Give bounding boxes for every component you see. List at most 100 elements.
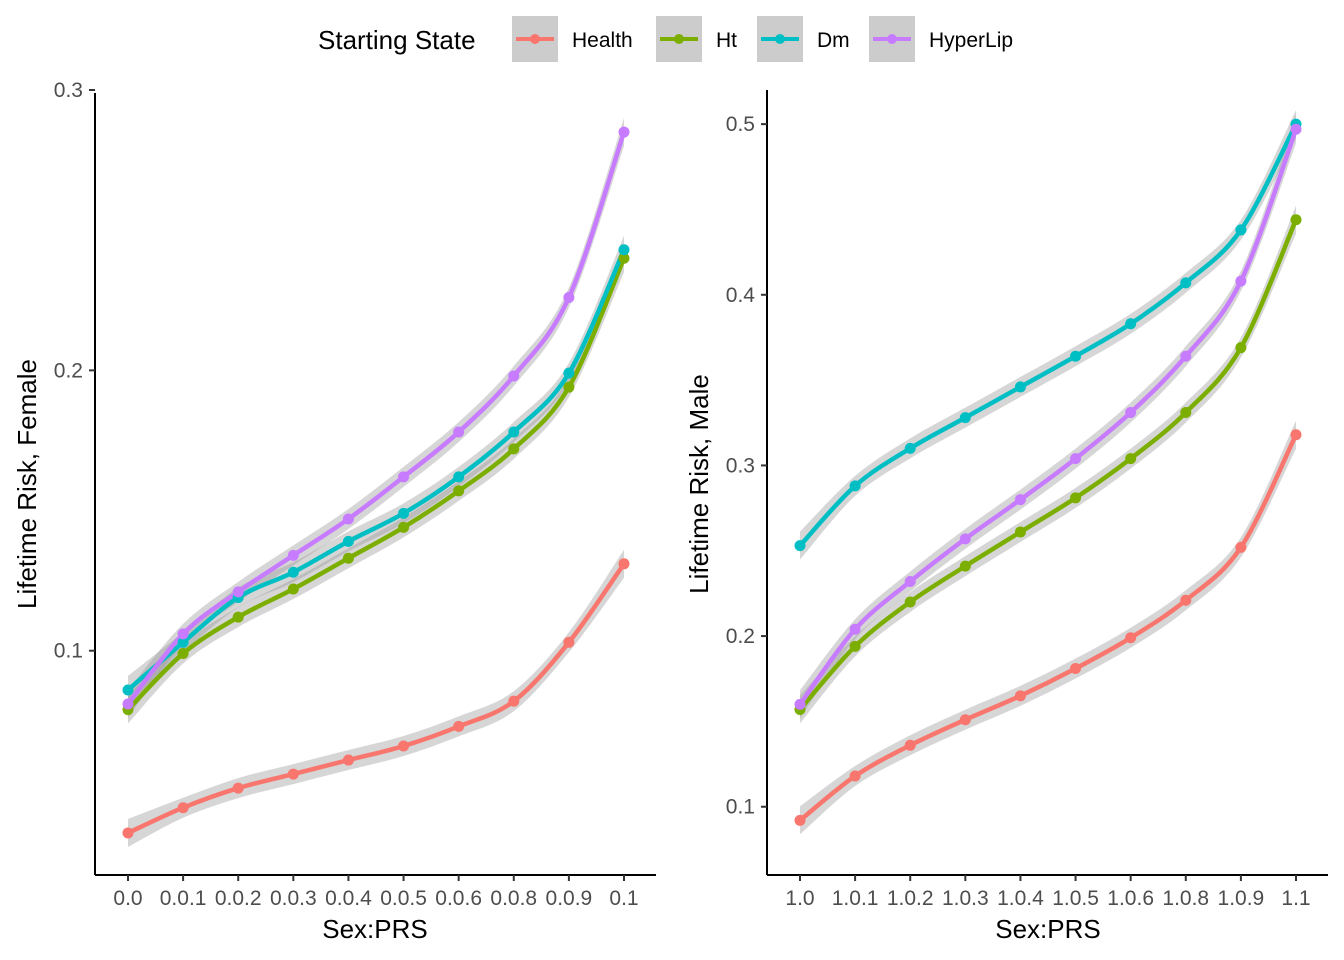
data-point-dm (342, 535, 354, 547)
data-point-health (849, 770, 861, 782)
confidence-band-dm (128, 235, 624, 704)
y-tick-label: 0.3 (726, 454, 755, 477)
x-tick-label: 1.0.6 (1107, 887, 1154, 910)
x-tick-label: 1.0.4 (997, 887, 1044, 910)
confidence-band-ht (128, 244, 624, 724)
data-point-hyperlip (508, 370, 520, 382)
x-tick-label: 1.0.8 (1162, 887, 1209, 910)
data-point-hyperlip (794, 698, 806, 710)
x-tick-label: 0.0.8 (490, 887, 537, 910)
data-point-hyperlip (177, 628, 189, 640)
data-point-dm (122, 684, 134, 696)
series-line-ht (125, 255, 627, 712)
legend-key-point (530, 34, 540, 44)
y-tick-label: 0.2 (54, 359, 83, 382)
data-point-dm (1125, 318, 1137, 330)
x-tick-label: 0.0.4 (325, 887, 372, 910)
data-point-ht (342, 552, 354, 564)
data-point-ht (177, 648, 189, 660)
data-point-health (453, 720, 465, 732)
data-point-dm (1014, 381, 1026, 393)
data-point-dm (453, 471, 465, 483)
panel-female-bands (128, 118, 624, 847)
x-axis-ticks: 0.0 0.0.1 0.0.2 0.0.3 0.0.4 0.0.5 0.0.6 0.0.8 0.… (113, 875, 639, 910)
data-point-health (508, 695, 520, 707)
data-point-ht (959, 560, 971, 572)
legend-item-ht: Ht (656, 16, 737, 62)
data-point-health (122, 827, 134, 839)
data-point-hyperlip (453, 426, 465, 438)
data-point-ht (508, 443, 520, 455)
data-point-dm (794, 540, 806, 552)
legend-label: HyperLip (929, 29, 1013, 52)
x-tick-label: 0.0.2 (215, 887, 262, 910)
series-line-dm (125, 247, 627, 693)
data-point-hyperlip (959, 533, 971, 545)
legend-key-point (775, 34, 785, 44)
data-point-hyperlip (849, 623, 861, 635)
data-point-ht (1290, 214, 1302, 226)
data-point-hyperlip (1014, 494, 1026, 506)
x-tick-label: 1.1 (1281, 887, 1310, 910)
data-point-health (342, 754, 354, 766)
x-tick-label: 1.0.5 (1052, 887, 1099, 910)
x-tick-label: 1.0 (785, 887, 814, 910)
data-point-hyperlip (904, 575, 916, 587)
data-point-health (398, 740, 410, 752)
series-line-health (797, 432, 1299, 823)
x-tick-label: 0.0.3 (270, 887, 317, 910)
data-point-ht (1125, 453, 1137, 465)
x-tick-label: 0.0 (113, 887, 142, 910)
y-axis-ticks: 0.1 0.2 0.3 (54, 79, 95, 663)
confidence-band-health (128, 549, 624, 847)
series-line-dm (797, 121, 1299, 548)
data-point-health (904, 739, 916, 751)
y-tick-label: 0.4 (726, 284, 756, 307)
data-point-dm (177, 636, 189, 648)
y-tick-label: 0.2 (726, 625, 755, 648)
confidence-band-health (800, 420, 1296, 835)
data-point-health (1235, 541, 1247, 553)
data-point-health (232, 782, 244, 794)
x-tick-label: 1.0.9 (1218, 887, 1265, 910)
panel-male: 0.10.20.30.40.5 1.0 1.0.1 1.0.2 1.0.3 1.0.4 1… (684, 90, 1328, 944)
y-tick-label: 0.5 (726, 113, 755, 136)
x-tick-label: 0.0.6 (435, 887, 482, 910)
data-point-dm (1180, 277, 1192, 289)
legend-key-point (674, 34, 684, 44)
data-point-ht (618, 252, 630, 264)
data-point-dm (849, 480, 861, 492)
panel-female-lines (125, 129, 627, 836)
data-point-hyperlip (563, 291, 575, 303)
data-point-dm (618, 244, 630, 256)
legend-item-hyperlip: HyperLip (869, 16, 1013, 62)
legend-item-health: Health (512, 16, 633, 62)
panel-female-points (122, 126, 630, 839)
data-point-dm (1235, 224, 1247, 236)
data-point-health (177, 802, 189, 814)
data-point-hyperlip (1235, 275, 1247, 287)
data-point-hyperlip (618, 126, 630, 138)
legend-label: Health (572, 29, 633, 52)
y-axis-title: Lifetime Risk, Male (684, 374, 714, 594)
data-point-dm (959, 412, 971, 424)
data-point-ht (1070, 492, 1082, 504)
data-point-ht (287, 583, 299, 595)
data-point-ht (904, 596, 916, 608)
data-point-ht (398, 521, 410, 533)
series-line-ht (797, 217, 1299, 712)
legend-item-dm: Dm (757, 16, 850, 62)
x-tick-label: 0.0.1 (160, 887, 207, 910)
legend-title: Starting State (318, 25, 476, 55)
data-point-ht (232, 611, 244, 623)
x-tick-label: 1.0.3 (942, 887, 989, 910)
data-point-hyperlip (122, 698, 134, 710)
y-tick-label: 0.1 (54, 640, 83, 663)
data-point-health (1290, 429, 1302, 441)
data-point-health (1014, 690, 1026, 702)
data-point-hyperlip (342, 513, 354, 525)
data-point-health (959, 714, 971, 726)
data-point-ht (563, 381, 575, 393)
data-point-dm (904, 442, 916, 454)
data-point-health (618, 558, 630, 570)
